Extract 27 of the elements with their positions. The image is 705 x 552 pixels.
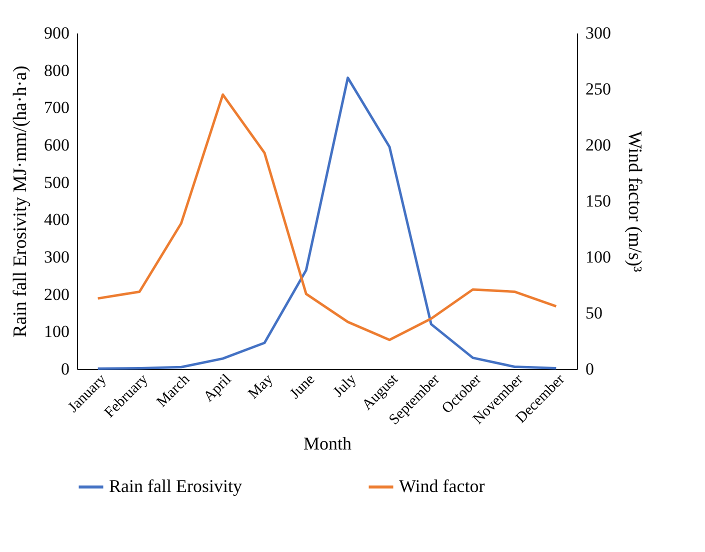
x-tick-label: July [330,371,360,400]
legend-label: Wind factor [399,476,485,496]
y-tick-label: 400 [44,210,70,230]
x-tick-label: June [287,371,318,402]
y-tick-label: 600 [44,136,70,154]
y2-tick-label: 250 [586,80,611,98]
y-tick-label: 800 [44,60,70,80]
legend-label: Rain fall Erosivity [109,476,242,496]
y-tick-label: 500 [44,172,70,192]
y2-tick-label: 100 [586,248,611,266]
y-tick-label: 300 [44,248,70,266]
y-tick-label: 700 [44,98,70,118]
y-tick-label: 0 [61,360,70,378]
line-series [96,76,558,370]
y2-tick-label: 150 [586,192,611,210]
y2-tick-label: 50 [586,304,602,322]
y2-tick-label: 200 [586,136,611,154]
x-axis-title: Month [303,433,352,454]
y-tick-label: 200 [44,284,70,304]
line-series [96,93,558,342]
y-axis-title: Rain fall Erosivity MJ·mm/(ha·h·a) [10,66,31,338]
y2-tick-label: 0 [586,360,594,378]
x-tick-label: May [246,371,277,402]
y2-tick-label: 300 [586,24,611,42]
y-tick-label: 900 [44,24,70,42]
y-tick-label: 100 [44,322,70,342]
y2-axis-title: Wind factor (m/s)³ [624,130,645,272]
